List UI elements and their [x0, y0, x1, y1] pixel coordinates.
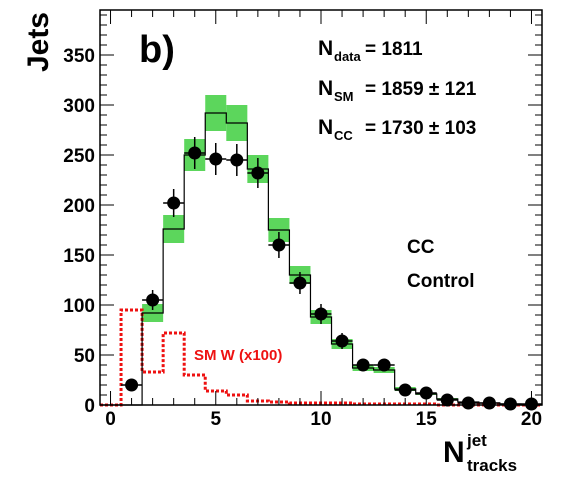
- annotation-control: Control: [407, 271, 475, 292]
- axes: 0 50 100 150 200 250 300 350 0 5 10 15 20: [63, 9, 543, 430]
- stat-n-data-symbol: N: [318, 37, 333, 60]
- data-point: [125, 378, 139, 392]
- data-point: [209, 152, 223, 166]
- data-point: [146, 293, 160, 307]
- stat-n-cc-symbol: N: [318, 116, 333, 139]
- stat-n-data-subscript: data: [334, 49, 362, 64]
- stat-n-sm-symbol: N: [318, 77, 333, 100]
- y-tick-label: 50: [74, 346, 95, 367]
- annotation-cc: CC: [407, 237, 435, 258]
- data-point: [230, 153, 244, 167]
- x-tick-label: 15: [416, 409, 438, 430]
- y-tick-label: 300: [63, 96, 95, 117]
- y-tick-label: 200: [63, 196, 95, 217]
- data-point: [335, 334, 349, 348]
- stat-n-sm-subscript: SM: [334, 89, 354, 104]
- data-point: [398, 383, 412, 397]
- stat-n-cc-subscript: CC: [334, 128, 353, 143]
- y-tick-label: 0: [84, 396, 95, 417]
- sm-w-label: SM W (x100): [194, 347, 282, 364]
- stat-n-data-value: = 1811: [365, 39, 423, 60]
- x-axis-label-main: N: [443, 436, 465, 469]
- y-tick-label: 100: [63, 296, 95, 317]
- panel-label: b): [139, 29, 175, 71]
- stat-n-sm-value: = 1859 ± 121: [365, 79, 477, 100]
- data-point: [314, 307, 328, 321]
- x-axis-label-sup: jet: [466, 431, 487, 450]
- y-tick-label: 150: [63, 246, 95, 267]
- x-tick-label: 5: [210, 409, 221, 430]
- stat-n-cc: N CC = 1730 ± 103: [318, 116, 476, 143]
- x-tick-label: 10: [310, 409, 331, 430]
- data-point: [293, 276, 307, 290]
- stat-n-sm: N SM = 1859 ± 121: [318, 77, 477, 104]
- data-point: [272, 238, 286, 252]
- data-point: [188, 146, 202, 160]
- x-tick-label: 20: [521, 409, 542, 430]
- data-point: [251, 166, 265, 180]
- y-tick-label: 250: [63, 146, 95, 167]
- x-tick-label: 0: [105, 409, 116, 430]
- data-point: [356, 358, 370, 372]
- y-axis-label: Jets: [22, 12, 55, 72]
- stat-n-data: N data = 1811: [318, 37, 423, 64]
- y-tick-label: 350: [63, 46, 95, 67]
- data-point: [377, 358, 391, 372]
- data-point: [167, 196, 181, 210]
- stat-n-cc-value: = 1730 ± 103: [365, 118, 476, 139]
- x-axis-label-sub: tracks: [467, 456, 517, 475]
